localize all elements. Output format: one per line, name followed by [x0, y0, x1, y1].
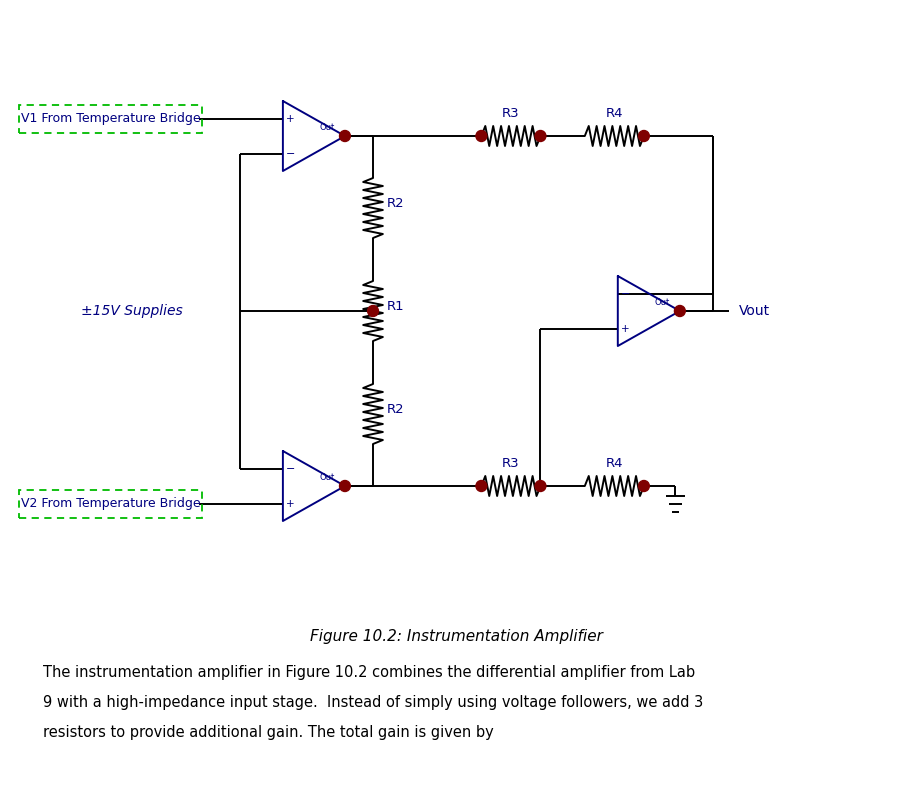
Text: Out: Out	[320, 123, 335, 132]
Text: −: −	[287, 464, 296, 474]
Circle shape	[639, 131, 650, 142]
Circle shape	[675, 305, 686, 316]
Circle shape	[340, 131, 350, 142]
Circle shape	[476, 131, 487, 142]
Text: R1: R1	[387, 300, 405, 312]
Text: Vout: Vout	[739, 304, 770, 318]
Circle shape	[639, 480, 650, 491]
Text: −: −	[621, 289, 631, 298]
Text: +: +	[622, 324, 630, 334]
Text: R2: R2	[387, 196, 405, 210]
Text: −: −	[287, 149, 296, 158]
Text: R3: R3	[502, 457, 520, 470]
Text: ±15V Supplies: ±15V Supplies	[81, 304, 183, 318]
Text: R3: R3	[502, 107, 520, 120]
Circle shape	[535, 131, 546, 142]
Circle shape	[368, 305, 378, 316]
Text: R4: R4	[605, 107, 623, 120]
Text: Out: Out	[654, 298, 669, 307]
Text: Out: Out	[320, 473, 335, 482]
Text: R2: R2	[387, 403, 405, 415]
Text: V1 From Temperature Bridge: V1 From Temperature Bridge	[21, 112, 200, 125]
Circle shape	[476, 480, 487, 491]
Text: +: +	[287, 498, 295, 509]
Text: resistors to provide additional gain. The total gain is given by: resistors to provide additional gain. Th…	[43, 725, 494, 740]
Text: 9 with a high-impedance input stage.  Instead of simply using voltage followers,: 9 with a high-impedance input stage. Ins…	[43, 695, 704, 710]
Text: The instrumentation amplifier in Figure 10.2 combines the differential amplifier: The instrumentation amplifier in Figure …	[43, 665, 696, 680]
Text: V2 From Temperature Bridge: V2 From Temperature Bridge	[21, 497, 200, 510]
Circle shape	[340, 480, 350, 491]
Circle shape	[535, 480, 546, 491]
Text: +: +	[287, 113, 295, 123]
Text: R4: R4	[605, 457, 623, 470]
Text: Figure 10.2: Instrumentation Amplifier: Figure 10.2: Instrumentation Amplifier	[310, 629, 603, 644]
